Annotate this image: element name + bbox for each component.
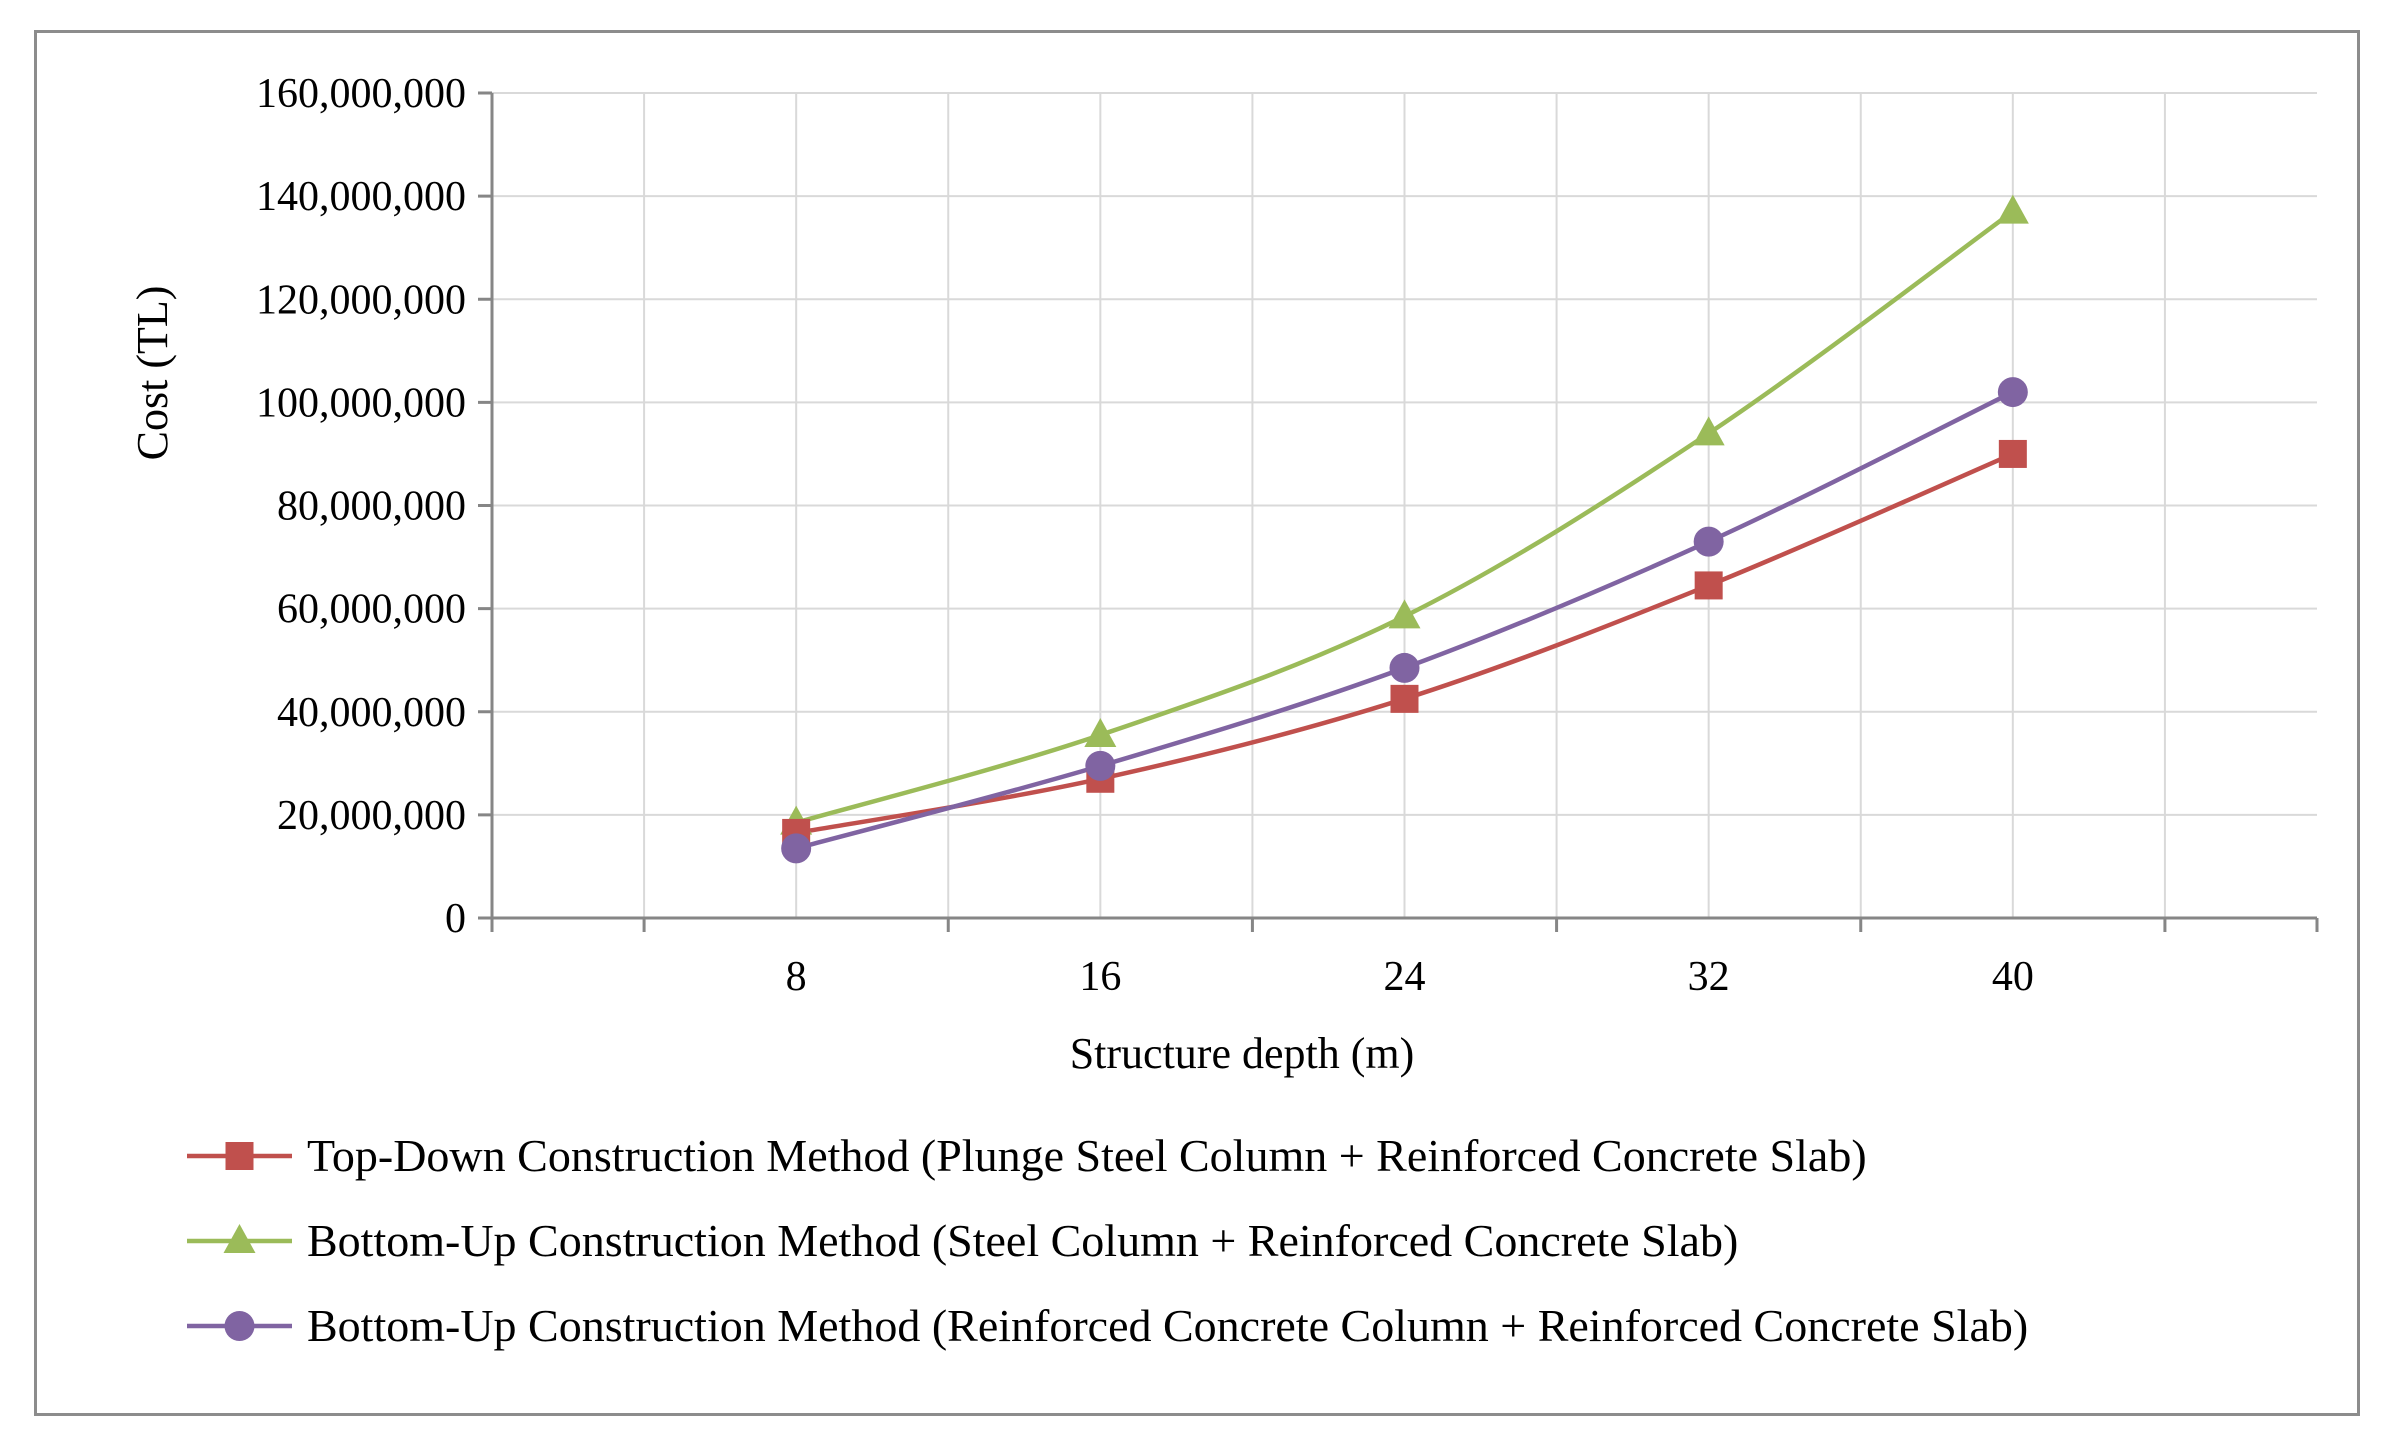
legend: Top-Down Construction Method (Plunge Ste… xyxy=(187,1130,2028,1351)
data-point-square xyxy=(1390,684,1419,713)
data-point-square xyxy=(1998,439,2027,468)
y-tick-label: 140,000,000 xyxy=(256,174,466,220)
legend-marker-triangle xyxy=(223,1224,256,1253)
y-tick-label: 160,000,000 xyxy=(256,71,466,117)
y-tick-label: 120,000,000 xyxy=(256,277,466,323)
x-tick-label: 8 xyxy=(786,954,807,1000)
x-axis-title: Structure depth (m) xyxy=(1070,1029,1415,1078)
data-point-circle xyxy=(1997,377,2028,408)
data-point-square xyxy=(1694,571,1723,600)
x-tick-label: 24 xyxy=(1384,954,1426,1000)
y-tick-label: 60,000,000 xyxy=(277,587,466,633)
y-tick-label: 20,000,000 xyxy=(277,793,466,839)
legend-marker-square xyxy=(225,1142,254,1170)
data-point-circle xyxy=(1389,652,1420,683)
data-point-circle xyxy=(781,833,812,864)
y-tick-label: 100,000,000 xyxy=(256,380,466,426)
data-point-circle xyxy=(1693,526,1724,557)
x-tick-label: 16 xyxy=(1079,954,1121,1000)
data-point-triangle xyxy=(1692,416,1725,446)
line-chart: 0 20,000,000 40,000,000 60,000,000 80,000,00… xyxy=(128,71,2319,1351)
x-tick-label: 32 xyxy=(1688,954,1730,1000)
data-point-triangle xyxy=(1996,194,2029,224)
grid-layer xyxy=(492,92,2317,918)
legend-label: Bottom-Up Construction Method (Steel Col… xyxy=(307,1215,1738,1266)
data-point-triangle xyxy=(1388,599,1421,629)
markers-layer xyxy=(780,194,2029,864)
y-tick-label: 40,000,000 xyxy=(277,690,466,736)
chart-frame: 0 20,000,000 40,000,000 60,000,000 80,000,00… xyxy=(34,30,2360,1416)
y-tick-label: 0 xyxy=(445,896,466,942)
data-point-circle xyxy=(1085,750,1116,781)
ticks-layer: 0 20,000,000 40,000,000 60,000,000 80,000,00… xyxy=(256,71,2319,1000)
y-tick-label: 80,000,000 xyxy=(277,484,466,530)
x-tick-label: 40 xyxy=(1992,954,2034,1000)
legend-label: Bottom-Up Construction Method (Reinforce… xyxy=(307,1300,2028,1351)
y-axis-title: Cost (TL) xyxy=(128,286,177,461)
data-point-triangle xyxy=(1084,717,1117,747)
legend-marker-circle xyxy=(224,1311,255,1341)
legend-label: Top-Down Construction Method (Plunge Ste… xyxy=(307,1130,1867,1181)
